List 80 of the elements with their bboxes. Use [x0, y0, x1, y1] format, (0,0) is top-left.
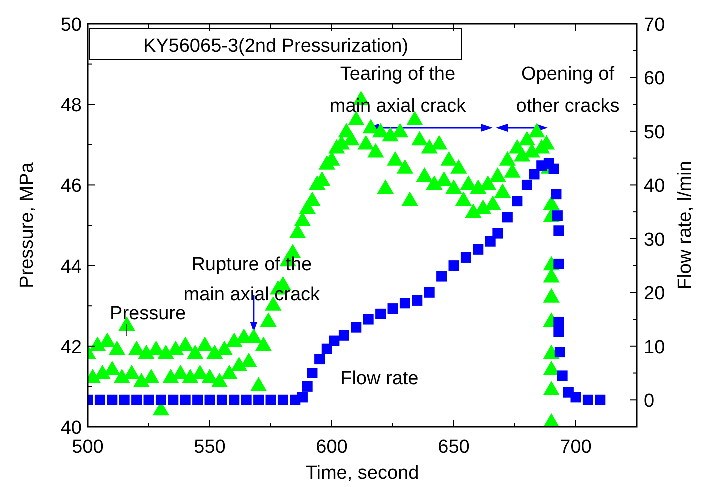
- annotation: Opening of other cracks: [516, 64, 620, 117]
- point: [351, 322, 362, 333]
- point: [307, 368, 318, 379]
- point: [554, 258, 564, 270]
- point: [192, 394, 204, 406]
- annotation: Tearing of the main axial crack: [330, 64, 467, 117]
- text: KY56065-3(2nd Pressurization): [143, 36, 409, 57]
- x-tick-label: 700: [560, 437, 592, 458]
- y2-tick-label: 40: [644, 176, 666, 198]
- x-tick-label: 600: [316, 437, 348, 458]
- point: [582, 394, 594, 406]
- point: [512, 196, 523, 207]
- point: [485, 236, 496, 247]
- y2-tick-label: 20: [644, 284, 666, 305]
- point: [338, 330, 350, 341]
- point: [473, 244, 484, 255]
- point: [554, 347, 566, 358]
- point: [436, 271, 448, 282]
- y2-tick-label: 0: [644, 391, 655, 412]
- point: [180, 394, 191, 406]
- point: [168, 394, 179, 406]
- point: [107, 394, 118, 406]
- point: [388, 304, 398, 314]
- series-label: Pressure: [110, 303, 186, 324]
- x-tick-label: 500: [72, 437, 104, 458]
- point: [254, 394, 264, 406]
- y-tick-label: 46: [60, 176, 82, 198]
- y-tick-label: 50: [60, 15, 82, 36]
- y2-axis-title: Flow rate, l/min: [675, 161, 696, 290]
- point: [502, 212, 513, 223]
- y-tick-label: 40: [60, 418, 82, 439]
- y-tick-label: 44: [60, 256, 82, 278]
- point: [94, 394, 106, 406]
- point: [448, 260, 460, 272]
- point: [229, 394, 240, 406]
- y2-tick-label: 10: [644, 337, 666, 358]
- point: [216, 394, 228, 406]
- point: [552, 210, 563, 222]
- y-axis-title: Pressure, MPa: [17, 162, 38, 288]
- x-tick-label: 550: [194, 437, 226, 458]
- y2-tick-label: 70: [644, 15, 666, 36]
- y2-tick-label: 30: [644, 230, 666, 251]
- point: [460, 252, 472, 263]
- point: [314, 354, 326, 365]
- point: [554, 316, 564, 328]
- annotation: Rupture of the main axial crack: [184, 254, 321, 306]
- point: [204, 394, 216, 406]
- y2-tick-label: 50: [644, 122, 666, 144]
- point: [424, 287, 435, 298]
- point: [363, 314, 374, 325]
- point: [297, 392, 308, 403]
- point: [156, 394, 166, 406]
- point: [548, 164, 560, 174]
- x-tick-label: 650: [438, 437, 470, 458]
- point: [302, 381, 313, 392]
- point: [322, 344, 332, 354]
- point: [529, 169, 540, 180]
- point: [492, 228, 504, 239]
- point: [119, 394, 130, 406]
- point: [412, 295, 423, 306]
- point: [595, 394, 606, 406]
- point: [554, 326, 564, 338]
- point: [278, 394, 288, 406]
- point: [376, 308, 386, 320]
- y-tick-label: 42: [60, 337, 82, 358]
- series-label: Flow rate: [340, 368, 419, 390]
- y2-tick-label: 60: [644, 68, 666, 90]
- point: [329, 336, 340, 346]
- point: [570, 392, 582, 403]
- y-tick-label: 48: [60, 96, 82, 117]
- x-axis-title: Time, second: [306, 463, 420, 484]
- point: [522, 180, 532, 190]
- point: [132, 394, 142, 406]
- point: [551, 189, 562, 200]
- point: [266, 394, 276, 406]
- point: [241, 394, 252, 406]
- point: [554, 226, 564, 236]
- point: [400, 298, 410, 309]
- point: [144, 394, 154, 406]
- point: [557, 370, 568, 382]
